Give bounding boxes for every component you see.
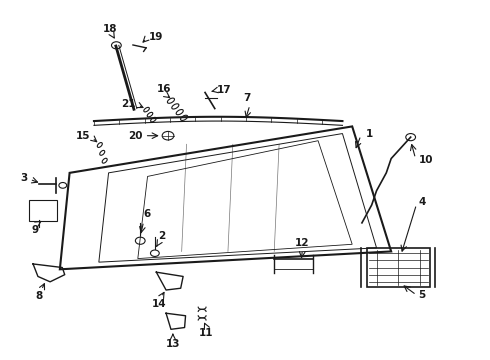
Text: 16: 16 <box>157 84 172 94</box>
Bar <box>367 248 430 287</box>
Text: 6: 6 <box>144 209 151 219</box>
Text: 11: 11 <box>199 328 213 338</box>
Text: 17: 17 <box>217 85 231 95</box>
Text: 8: 8 <box>36 292 43 301</box>
Text: 20: 20 <box>128 131 143 141</box>
Text: 4: 4 <box>418 197 426 207</box>
Text: 10: 10 <box>418 155 433 165</box>
Text: 13: 13 <box>166 339 180 348</box>
Text: 9: 9 <box>32 225 39 235</box>
Text: 1: 1 <box>366 129 373 139</box>
Text: 15: 15 <box>75 131 90 141</box>
Text: 14: 14 <box>152 298 167 309</box>
Text: 2: 2 <box>158 231 166 242</box>
Text: 18: 18 <box>103 23 118 33</box>
Text: 21: 21 <box>122 99 136 109</box>
Text: 5: 5 <box>418 290 426 300</box>
Text: 19: 19 <box>148 32 163 42</box>
Text: 3: 3 <box>21 173 28 183</box>
Text: 7: 7 <box>244 93 251 103</box>
Text: 12: 12 <box>295 238 310 248</box>
